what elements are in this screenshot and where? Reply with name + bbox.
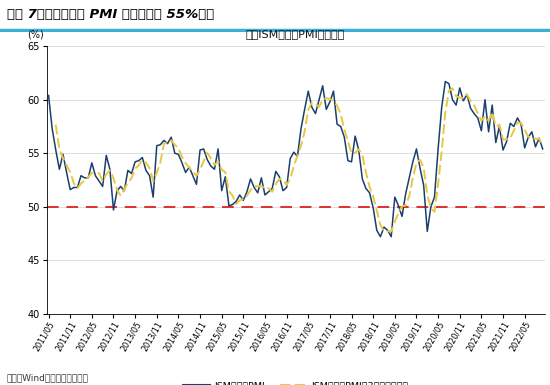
Text: (%): (%) [28,30,44,40]
Text: 美国ISM制造业PMI指数走势: 美国ISM制造业PMI指数走势 [246,30,345,40]
Legend: ISM制造业PMI, ISM制造业PMI（3月移动均值）: ISM制造业PMI, ISM制造业PMI（3月移动均值） [180,377,411,385]
Text: 来源：Wind、国金证券研究所: 来源：Wind、国金证券研究所 [7,373,89,382]
Text: 图表 7：美国制造业 PMI 大幅回落至 55%左右: 图表 7：美国制造业 PMI 大幅回落至 55%左右 [7,8,214,21]
